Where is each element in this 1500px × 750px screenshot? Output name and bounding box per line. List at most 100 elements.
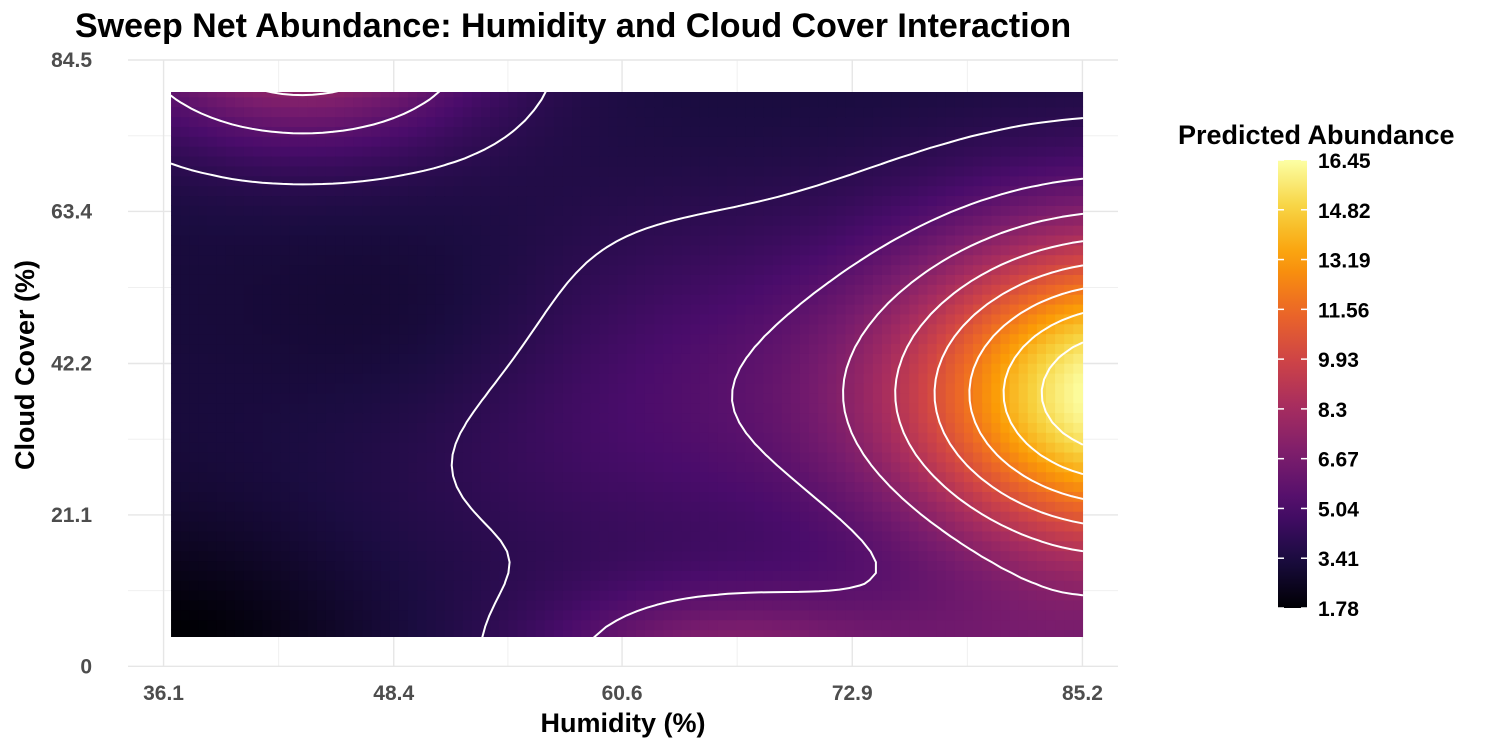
heatmap-cell bbox=[699, 491, 710, 502]
heatmap-cell bbox=[827, 353, 837, 364]
heatmap-cell bbox=[936, 363, 947, 374]
heatmap-cell bbox=[617, 382, 628, 394]
heatmap-cell bbox=[681, 619, 692, 631]
heatmap-cell bbox=[727, 511, 737, 522]
heatmap-cell bbox=[535, 540, 546, 552]
heatmap-cell bbox=[171, 333, 181, 345]
heatmap-cell bbox=[790, 185, 801, 197]
heatmap-cell bbox=[1073, 234, 1084, 246]
heatmap-cell bbox=[225, 333, 236, 345]
heatmap-cell bbox=[535, 629, 546, 637]
heatmap-cell bbox=[936, 402, 947, 414]
heatmap-cell bbox=[736, 225, 746, 236]
heatmap-cell bbox=[444, 481, 455, 492]
heatmap-cell bbox=[1018, 461, 1029, 473]
heatmap-cell bbox=[426, 343, 436, 354]
heatmap-cell bbox=[754, 274, 765, 285]
heatmap-cell bbox=[280, 274, 291, 285]
heatmap-cell bbox=[836, 619, 847, 631]
heatmap-cell bbox=[207, 609, 218, 621]
heatmap-cell bbox=[189, 373, 199, 384]
heatmap-cell bbox=[234, 481, 245, 492]
heatmap-cell bbox=[1009, 550, 1020, 562]
heatmap-cell bbox=[298, 599, 309, 611]
heatmap-cell bbox=[681, 540, 692, 552]
heatmap-cell bbox=[362, 432, 373, 443]
heatmap-cell bbox=[736, 294, 746, 305]
heatmap-cell bbox=[644, 599, 655, 611]
heatmap-cell bbox=[927, 294, 938, 305]
heatmap-cell bbox=[854, 392, 865, 404]
heatmap-cell bbox=[253, 254, 263, 266]
heatmap-cell bbox=[444, 649, 454, 659]
heatmap-cell bbox=[226, 649, 236, 659]
heatmap-cell bbox=[408, 501, 418, 512]
heatmap-cell bbox=[1036, 303, 1047, 315]
heatmap-cell bbox=[253, 432, 263, 443]
heatmap-cell bbox=[553, 185, 564, 197]
heatmap-cell bbox=[818, 215, 828, 226]
heatmap-cell bbox=[781, 175, 792, 187]
heatmap-cell bbox=[453, 175, 464, 187]
heatmap-cell bbox=[891, 294, 901, 305]
heatmap-cell bbox=[180, 511, 190, 522]
heatmap-cell bbox=[945, 491, 956, 502]
heatmap-cell bbox=[881, 353, 892, 364]
heatmap-cell bbox=[644, 353, 655, 364]
heatmap-cell bbox=[462, 412, 473, 423]
heatmap-cell bbox=[872, 195, 883, 206]
heatmap-cell bbox=[544, 442, 555, 453]
heatmap-cell bbox=[973, 225, 983, 236]
heatmap-cell bbox=[444, 353, 455, 364]
heatmap-cell bbox=[471, 461, 482, 473]
heatmap-cell bbox=[335, 501, 345, 512]
heatmap-cell bbox=[198, 412, 209, 423]
heatmap-cell bbox=[1045, 580, 1056, 591]
heatmap-cell bbox=[216, 491, 227, 502]
heatmap-cell bbox=[763, 530, 774, 542]
heatmap-cell bbox=[280, 165, 291, 177]
heatmap-cell bbox=[490, 244, 500, 256]
heatmap-cell bbox=[854, 560, 865, 571]
heatmap-cell bbox=[471, 284, 482, 295]
heatmap-cell bbox=[754, 639, 764, 649]
heatmap-cell bbox=[298, 363, 309, 374]
heatmap-cell bbox=[809, 451, 819, 463]
heatmap-cell bbox=[262, 511, 272, 522]
heatmap-cell bbox=[289, 461, 300, 473]
heatmap-cell bbox=[180, 333, 190, 345]
heatmap-cell bbox=[271, 520, 282, 532]
heatmap-cell bbox=[872, 412, 883, 423]
heatmap-cell bbox=[891, 491, 901, 502]
heatmap-cell bbox=[471, 442, 482, 453]
heatmap-cell bbox=[991, 284, 1002, 295]
heatmap-cell bbox=[225, 461, 236, 473]
heatmap-cell bbox=[727, 461, 737, 473]
heatmap-cell bbox=[881, 343, 892, 354]
heatmap-cell bbox=[426, 195, 436, 206]
heatmap-cell bbox=[699, 609, 710, 621]
heatmap-cell bbox=[271, 501, 282, 512]
heatmap-cell bbox=[954, 353, 965, 364]
heatmap-cell bbox=[344, 392, 354, 404]
heatmap-cell bbox=[243, 225, 254, 236]
heatmap-cell bbox=[745, 225, 755, 236]
heatmap-cell bbox=[635, 274, 646, 285]
heatmap-cell bbox=[1018, 323, 1029, 335]
heatmap-cell bbox=[1073, 215, 1084, 226]
heatmap-cell bbox=[471, 570, 482, 581]
heatmap-cell bbox=[435, 530, 446, 542]
heatmap-cell bbox=[426, 639, 436, 649]
heatmap-cell bbox=[790, 461, 801, 473]
heatmap-cell bbox=[298, 353, 309, 364]
heatmap-cell bbox=[581, 175, 591, 187]
heatmap-cell bbox=[234, 511, 245, 522]
heatmap-cell bbox=[672, 185, 683, 197]
heatmap-cell bbox=[462, 343, 473, 354]
heatmap-cell bbox=[736, 451, 746, 463]
heatmap-cell bbox=[699, 165, 710, 177]
heatmap-cell bbox=[863, 590, 874, 601]
heatmap-cell bbox=[453, 343, 464, 354]
heatmap-cell bbox=[936, 294, 947, 305]
heatmap-cell bbox=[644, 451, 655, 463]
